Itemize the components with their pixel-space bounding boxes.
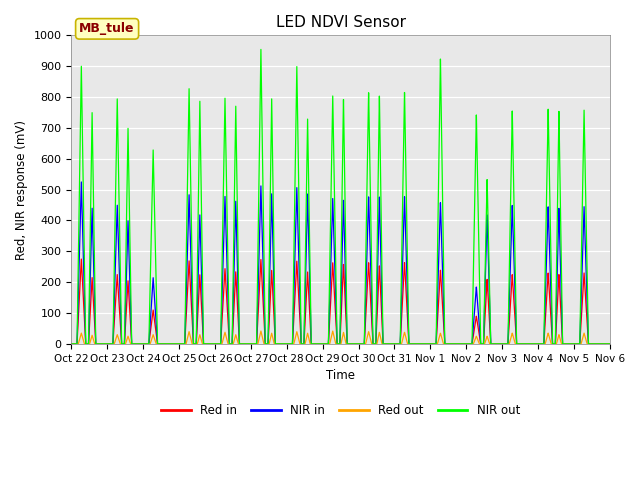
NIR out [604,341,612,347]
Text: MB_tule: MB_tule [79,23,135,36]
Red out [492,341,499,347]
Red in [269,294,277,300]
NIR in [183,278,191,284]
Red out [257,328,265,334]
Red in [183,306,191,312]
NIR in [67,341,75,347]
NIR out [182,238,190,243]
NIR in [604,341,612,347]
Red out [182,339,190,345]
Y-axis label: Red, NIR response (mV): Red, NIR response (mV) [15,120,28,260]
NIR out [269,185,277,191]
NIR in [77,179,85,185]
NIR in [606,341,614,347]
Line: NIR out: NIR out [71,49,610,344]
Red in [67,341,75,347]
NIR out [177,341,185,347]
NIR in [492,341,499,347]
NIR out [415,341,422,347]
NIR in [415,341,422,347]
Red in [77,256,85,262]
Line: Red in: Red in [71,259,610,344]
Red in [492,341,499,347]
Red out [67,341,75,347]
Red out [606,341,614,347]
Red in [415,341,422,347]
Red out [604,341,612,347]
Red in [606,341,614,347]
Title: LED NDVI Sensor: LED NDVI Sensor [276,15,406,30]
Line: NIR in: NIR in [71,182,610,344]
Red in [604,341,612,347]
Legend: Red in, NIR in, Red out, NIR out: Red in, NIR in, Red out, NIR out [156,399,525,421]
NIR out [492,341,499,347]
NIR out [606,341,614,347]
Red out [269,336,277,342]
Line: Red out: Red out [71,331,610,344]
NIR out [67,341,75,347]
Red in [177,341,185,347]
Red out [415,341,422,347]
Red out [177,341,185,347]
NIR in [177,341,185,347]
NIR in [269,245,277,251]
NIR out [257,47,265,52]
X-axis label: Time: Time [326,369,355,382]
